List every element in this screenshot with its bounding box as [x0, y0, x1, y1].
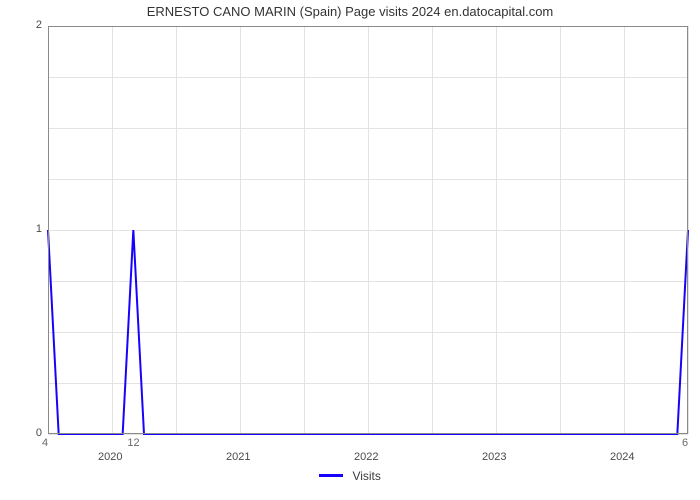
x-axis-tick-label: 2020	[98, 452, 122, 463]
chart-title: ERNESTO CANO MARIN (Spain) Page visits 2…	[0, 0, 700, 23]
legend: Visits	[0, 468, 700, 483]
grid-line	[688, 26, 689, 434]
x-axis-tick-label: 2021	[226, 452, 250, 463]
legend-label: Visits	[352, 469, 380, 483]
x-axis-tick-label: 2024	[610, 452, 634, 463]
y-axis-tick-label: 2	[36, 20, 42, 31]
x-axis-tick-label: 2022	[354, 452, 378, 463]
legend-swatch	[319, 474, 343, 477]
x-axis-sub-label: 4	[42, 438, 48, 449]
x-axis-tick-label: 2023	[482, 452, 506, 463]
y-axis-tick-label: 1	[36, 224, 42, 235]
x-axis-sub-label: 12	[127, 438, 139, 449]
plot-area	[48, 26, 688, 434]
series-line	[48, 26, 688, 434]
visits-chart: ERNESTO CANO MARIN (Spain) Page visits 2…	[0, 0, 700, 500]
x-axis-sub-label: 6	[682, 438, 688, 449]
